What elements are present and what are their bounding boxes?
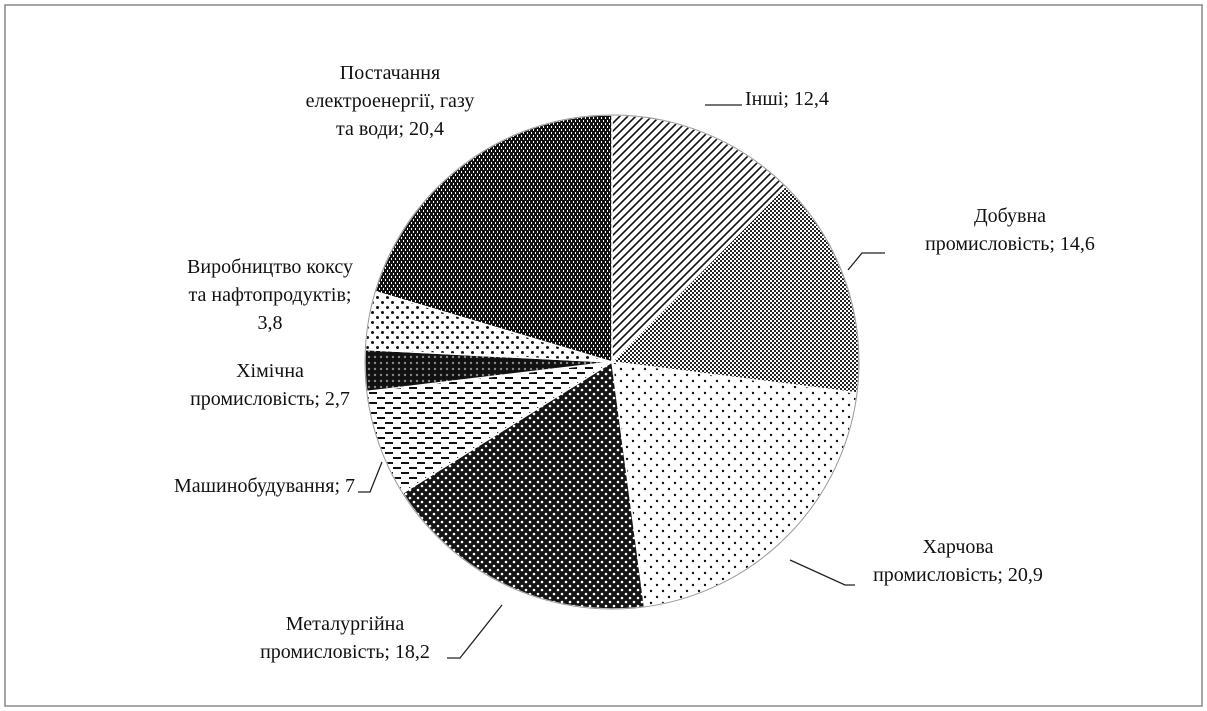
pie [364,114,860,610]
leader-line [447,604,503,659]
data-label: Добувна промисловість; 14,6 [925,205,1095,255]
pie-outline [364,114,860,610]
data-label: Постачання електроенергії, газу та води; 2… [306,62,475,140]
data-label: Виробництво коксу та нафтопродуктів; 3,8 [187,256,353,334]
data-label: Харчова промисловість; 20,9 [873,536,1043,586]
leader-line [358,461,383,493]
leader-line [789,559,855,586]
data-label: Інші; 12,4 [745,88,829,110]
data-label: Металургійна промисловість; 18,2 [260,613,430,663]
leader-line [847,252,885,271]
data-label: Хімічна промисловість; 2,7 [190,360,350,410]
data-label: Машинобудування; 7 [174,475,355,497]
